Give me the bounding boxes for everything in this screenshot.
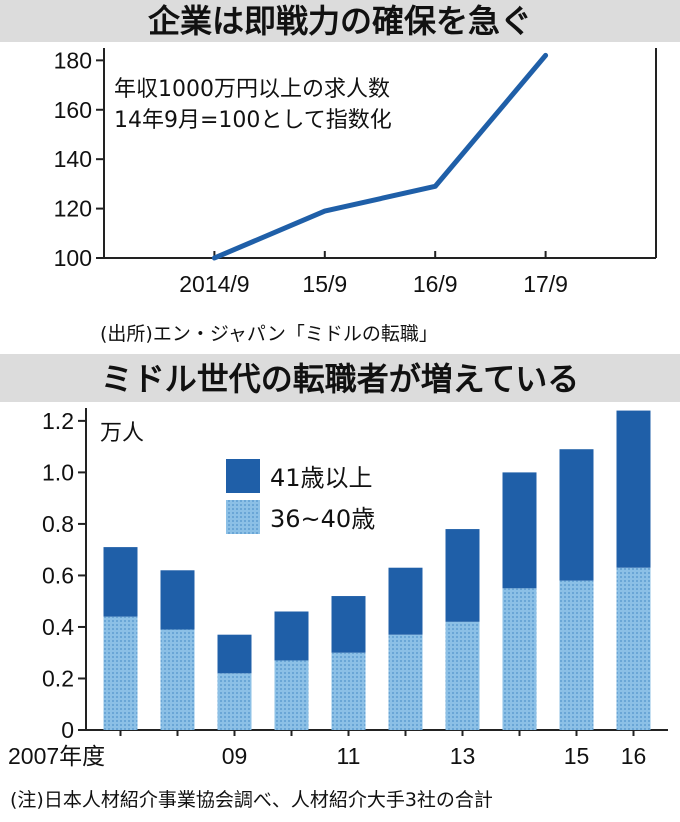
line-chart-x-tick-label: 16/9 — [413, 271, 458, 297]
bar-chart-y-tick-label: 0.2 — [42, 665, 74, 691]
bar-segment-36-40 — [160, 629, 195, 730]
bar-segment-41-plus — [160, 570, 195, 630]
line-chart-source: (出所)エン・ジャパン「ミドルの転職」 — [100, 323, 438, 345]
line-chart-annotation-1: 年収1000万円以上の求人数 — [114, 77, 390, 102]
line-chart-y-tick-label: 140 — [54, 146, 92, 172]
bar-segment-41-plus — [616, 410, 651, 568]
bar-chart-x-tick-label: 2007年度 — [8, 743, 105, 769]
bar-segment-36-40 — [559, 580, 594, 730]
line-chart-header-bg — [0, 0, 680, 42]
legend-label-36-40: 36~40歳 — [270, 505, 375, 533]
bar-chart-unit: 万人 — [100, 421, 144, 446]
line-chart-title: 企業は即戦力の確保を急ぐ — [148, 2, 532, 40]
bar-chart-y-tick-label: 1.2 — [42, 408, 74, 434]
bar-segment-41-plus — [388, 567, 423, 635]
line-chart-series-line — [211, 52, 549, 261]
bar-segment-41-plus — [103, 547, 138, 617]
legend-swatch-36-40 — [226, 500, 260, 534]
bar-chart-header-bg — [0, 354, 680, 402]
line-chart-annotation-2: 14年9月=100として指数化 — [114, 108, 392, 133]
bar-segment-41-plus — [559, 449, 594, 581]
line-chart-x-tick-label: 2014/9 — [179, 271, 249, 297]
bar-segment-36-40 — [103, 616, 138, 730]
bar-segment-36-40 — [502, 588, 537, 730]
bar-chart-x-tick-label: 13 — [450, 743, 476, 769]
bar-segment-36-40 — [331, 652, 366, 730]
bar-chart-y-tick-label: 1.0 — [42, 459, 74, 485]
bar-chart-title: ミドル世代の転職者が増えている — [101, 360, 579, 398]
bar-chart-x-tick-label: 16 — [621, 743, 647, 769]
bar-segment-41-plus — [217, 634, 252, 674]
bar-segment-41-plus — [274, 611, 309, 661]
bar-segment-41-plus — [502, 472, 537, 589]
bar-segment-36-40 — [388, 634, 423, 730]
legend-swatch-41-plus — [226, 459, 260, 493]
bar-chart-x-tick-label: 15 — [564, 743, 590, 769]
line-chart-y-tick-label: 100 — [54, 245, 92, 271]
line-chart-x-tick-label: 17/9 — [523, 271, 568, 297]
bar-segment-36-40 — [274, 660, 309, 730]
bar-chart-y-tick-label: 0.4 — [42, 614, 74, 640]
bar-segment-36-40 — [445, 621, 480, 730]
line-chart-x-tick-label: 15/9 — [302, 271, 347, 297]
bar-segment-41-plus — [331, 596, 366, 653]
line-chart-y-tick-label: 180 — [54, 47, 92, 73]
legend-label-41-plus: 41歳以上 — [270, 464, 373, 492]
bar-chart-y-tick-label: 0.6 — [42, 562, 74, 588]
bar-segment-41-plus — [445, 529, 480, 622]
bar-chart-x-tick-label: 11 — [337, 743, 361, 769]
bar-chart-x-tick-label: 09 — [222, 743, 248, 769]
bar-chart-note: (注)日本人材紹介事業協会調べ、人材紹介大手3社の合計 — [10, 789, 493, 811]
line-chart-y-tick-label: 160 — [54, 97, 92, 123]
bar-segment-36-40 — [217, 673, 252, 730]
bar-chart-y-tick-label: 0.8 — [42, 511, 74, 537]
bar-segment-36-40 — [616, 567, 651, 730]
line-chart-y-tick-label: 120 — [54, 196, 92, 222]
bar-chart-y-tick-label: 0 — [61, 717, 74, 743]
